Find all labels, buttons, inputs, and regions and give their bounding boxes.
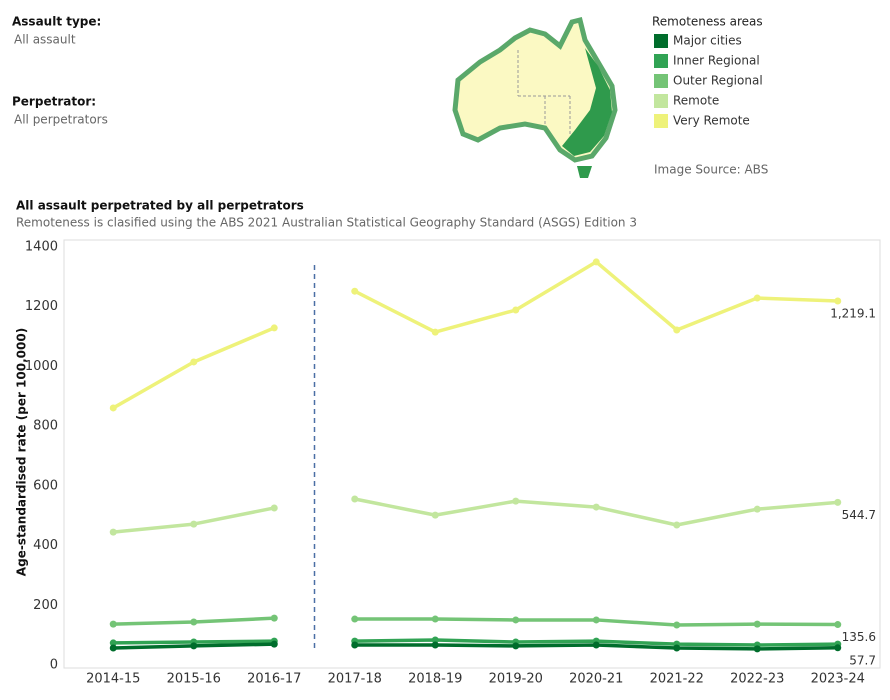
data-point (270, 640, 278, 648)
data-point (351, 287, 359, 295)
data-point (753, 505, 761, 513)
legend-label: Very Remote (673, 114, 750, 128)
filter-label: Assault type: (12, 15, 101, 29)
data-point (834, 644, 842, 652)
data-point (673, 521, 681, 529)
data-point (753, 294, 761, 302)
image-source: Image Source: ABS (654, 163, 768, 177)
australia-map (452, 16, 618, 163)
data-point (592, 616, 600, 624)
y-tick-label: 0 (50, 658, 58, 673)
data-point (109, 528, 117, 536)
map (452, 16, 618, 178)
data-point (351, 495, 359, 503)
data-point (190, 358, 198, 366)
legend: Major cities Inner Regional Outer Regional… (654, 34, 763, 128)
legend-title: Remoteness areas (652, 15, 763, 29)
plot-frame (63, 239, 881, 669)
legend-swatch (654, 34, 668, 48)
data-point (512, 497, 520, 505)
data-point (592, 641, 600, 649)
legend-label: Outer Regional (673, 74, 763, 88)
y-tick-label: 800 (33, 419, 58, 434)
data-point (190, 520, 198, 528)
y-tick-label: 1000 (25, 359, 58, 374)
data-point (673, 621, 681, 629)
x-tick-label: 2017-18 (328, 672, 382, 687)
data-point (834, 297, 842, 305)
data-point (431, 615, 439, 623)
chart-title: All assault perpetrated by all perpetrat… (16, 199, 304, 213)
data-point (190, 642, 198, 650)
map-tasmania (577, 166, 592, 178)
x-tick-label: 2021-22 (650, 672, 704, 687)
data-point (512, 616, 520, 624)
x-tick-label: 2022-23 (730, 672, 784, 687)
data-point (431, 328, 439, 336)
data-point (673, 326, 681, 334)
filter-value[interactable]: All assault (14, 33, 76, 47)
x-tick-label: 2019-20 (489, 672, 543, 687)
value-label: 1,219.1 (830, 307, 876, 321)
data-point (270, 614, 278, 622)
data-point (109, 639, 117, 647)
series-line (353, 260, 838, 334)
data-point (753, 645, 761, 653)
data-point (270, 324, 278, 332)
data-point (109, 644, 117, 652)
y-axis-title: Age-standardised rate (per 100,000) (15, 328, 29, 576)
data-point (109, 620, 117, 628)
x-tick-label: 2015-16 (167, 672, 221, 687)
data-point (753, 620, 761, 628)
legend-swatch (654, 114, 668, 128)
legend-label: Inner Regional (673, 54, 760, 68)
series-line (113, 506, 275, 534)
x-tick-label: 2020-21 (569, 672, 623, 687)
y-tick-label: 1200 (25, 299, 58, 314)
filter-value[interactable]: All perpetrators (14, 113, 108, 127)
legend-swatch (654, 94, 668, 108)
value-label: 135.6 (842, 630, 876, 644)
data-point (512, 642, 520, 650)
value-label: 544.7 (842, 508, 876, 522)
y-tick-label: 600 (33, 478, 58, 493)
y-tick-label: 200 (33, 598, 58, 613)
legend-label: Remote (673, 94, 719, 108)
legend-swatch (654, 54, 668, 68)
series-line (112, 326, 275, 410)
legend-swatch (654, 74, 668, 88)
value-label: 57.7 (849, 653, 876, 667)
data-point (109, 404, 117, 412)
map-coast (562, 48, 612, 156)
data-point (431, 636, 439, 644)
map-borders (517, 50, 571, 135)
series-line (354, 497, 838, 527)
data-point (431, 511, 439, 519)
y-tick-label: 400 (33, 538, 58, 553)
chart-subtitle: Remoteness is clasified using the ABS 20… (16, 216, 637, 230)
data-point (834, 498, 842, 506)
data-point (834, 621, 842, 629)
data-point (270, 504, 278, 512)
legend-label: Major cities (673, 34, 742, 48)
x-tick-label: 2014-15 (86, 672, 140, 687)
x-tick-label: 2023-24 (811, 672, 865, 687)
data-point (190, 618, 198, 626)
data-point (592, 503, 600, 511)
data-point (431, 641, 439, 649)
data-point (351, 641, 359, 649)
data-point (592, 258, 600, 266)
data-point (351, 615, 359, 623)
y-tick-label: 1400 (25, 240, 58, 255)
data-point (673, 644, 681, 652)
x-tick-label: 2016-17 (247, 672, 301, 687)
filter-label: Perpetrator: (12, 95, 96, 109)
x-tick-label: 2018-19 (408, 672, 462, 687)
data-point (512, 306, 520, 314)
